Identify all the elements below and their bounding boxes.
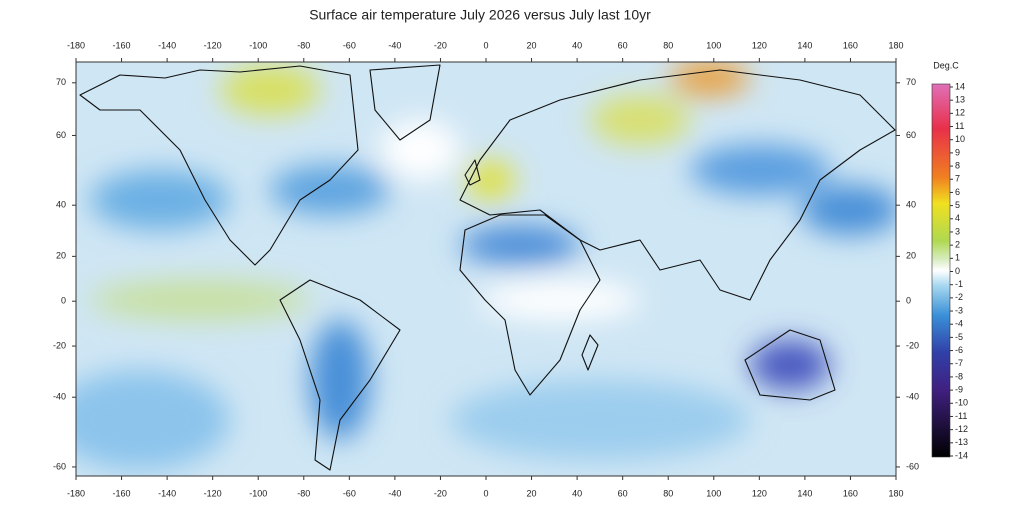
- x-tick-label: -160: [113, 488, 131, 498]
- y-tick-label: -60: [53, 461, 66, 471]
- x-tick-label: -180: [67, 40, 85, 50]
- colorbar-tick-label: 1: [955, 253, 960, 263]
- colorbar-tick-label: 14: [955, 81, 965, 91]
- colorbar-tick-label: 4: [955, 213, 960, 223]
- colorbar-tick-label: 2: [955, 240, 960, 250]
- y-tick-label: -60: [906, 461, 919, 471]
- colorbar-tick-label: -11: [955, 411, 967, 421]
- colorbar-tick-label: 5: [955, 200, 960, 210]
- colorbar-tick-label: -13: [955, 437, 968, 447]
- colorbar-tick-label: -5: [955, 332, 963, 342]
- x-tick-label: -180: [67, 488, 85, 498]
- colorbar-tick-label: -2: [955, 292, 963, 302]
- x-tick-label: -40: [388, 488, 401, 498]
- colorbar-label: Deg.C: [933, 60, 959, 70]
- colorbar-tick-label: -10: [955, 398, 968, 408]
- colorbar-tick-label: 8: [955, 160, 960, 170]
- colorbar-tick-label: 13: [955, 95, 965, 105]
- y-tick-label: 20: [56, 251, 66, 261]
- x-tick-label: 100: [706, 488, 721, 498]
- x-tick-label: -80: [297, 40, 310, 50]
- y-tick-label: 60: [906, 130, 916, 140]
- x-tick-label: -120: [204, 488, 222, 498]
- colorbar-tick-label: 0: [955, 266, 960, 276]
- colorbar-tick-label: -9: [955, 384, 963, 394]
- x-tick-label: 40: [572, 488, 582, 498]
- y-tick-label: 0: [61, 296, 66, 306]
- x-tick-label: 40: [572, 40, 582, 50]
- x-tick-label: 120: [752, 40, 767, 50]
- x-tick-label: 0: [483, 488, 488, 498]
- colorbar-tick-label: -8: [955, 371, 963, 381]
- x-tick-label: 180: [888, 488, 903, 498]
- colorbar-tick-label: -7: [955, 358, 963, 368]
- title: Surface air temperature July 2026 versus…: [309, 7, 651, 23]
- y-tick-label: 0: [906, 296, 911, 306]
- x-tick-label: 60: [618, 488, 628, 498]
- colorbar-tick-label: 12: [955, 108, 965, 118]
- x-tick-label: -40: [388, 40, 401, 50]
- y-tick-label: 40: [906, 200, 916, 210]
- colorbar-tick-label: -1: [955, 279, 963, 289]
- x-tick-label: 140: [797, 488, 812, 498]
- colorbar-tick-label: 10: [955, 134, 965, 144]
- x-tick-label: -140: [158, 488, 176, 498]
- x-tick-label: 160: [843, 488, 858, 498]
- x-tick-label: -160: [113, 40, 131, 50]
- y-tick-label: -20: [53, 340, 66, 350]
- colorbar: [931, 83, 951, 458]
- colorbar-tick-label: -14: [955, 450, 968, 460]
- y-tick-label: 70: [906, 77, 916, 87]
- x-tick-label: 20: [527, 40, 537, 50]
- x-tick-label: -20: [434, 40, 447, 50]
- x-tick-label: 140: [797, 40, 812, 50]
- y-tick-label: 20: [906, 251, 916, 261]
- x-tick-label: 60: [618, 40, 628, 50]
- colorbar-tick-label: 11: [955, 121, 964, 131]
- x-tick-label: -120: [204, 40, 222, 50]
- x-tick-label: 80: [663, 40, 673, 50]
- colorbar-tick-label: -3: [955, 305, 963, 315]
- x-tick-label: -60: [343, 40, 356, 50]
- y-tick-label: 70: [56, 77, 66, 87]
- x-tick-label: 80: [663, 488, 673, 498]
- x-tick-label: 20: [527, 488, 537, 498]
- colorbar-tick-label: -4: [955, 319, 963, 329]
- temperature-field: [76, 62, 896, 476]
- x-tick-label: 180: [888, 40, 903, 50]
- x-tick-label: -140: [158, 40, 176, 50]
- x-tick-label: 100: [706, 40, 721, 50]
- colorbar-tick-label: 3: [955, 226, 960, 236]
- colorbar-tick-label: -6: [955, 345, 963, 355]
- colorbar-tick-label: 9: [955, 147, 960, 157]
- colorbar-tick-label: 6: [955, 187, 960, 197]
- y-tick-label: 40: [56, 200, 66, 210]
- y-tick-label: -40: [906, 392, 919, 402]
- x-tick-label: 160: [843, 40, 858, 50]
- y-tick-label: -40: [53, 392, 66, 402]
- coastlines: [79, 64, 896, 471]
- colorbar-tick-label: 7: [955, 174, 960, 184]
- x-tick-label: -100: [249, 488, 267, 498]
- x-tick-label: -80: [297, 488, 310, 498]
- colorbar-tick-label: -12: [955, 424, 968, 434]
- y-tick-label: 60: [56, 130, 66, 140]
- x-tick-label: -60: [343, 488, 356, 498]
- x-tick-label: -20: [434, 488, 447, 498]
- x-tick-label: -100: [249, 40, 267, 50]
- y-tick-label: -20: [906, 340, 919, 350]
- x-tick-label: 120: [752, 488, 767, 498]
- x-tick-label: 0: [483, 40, 488, 50]
